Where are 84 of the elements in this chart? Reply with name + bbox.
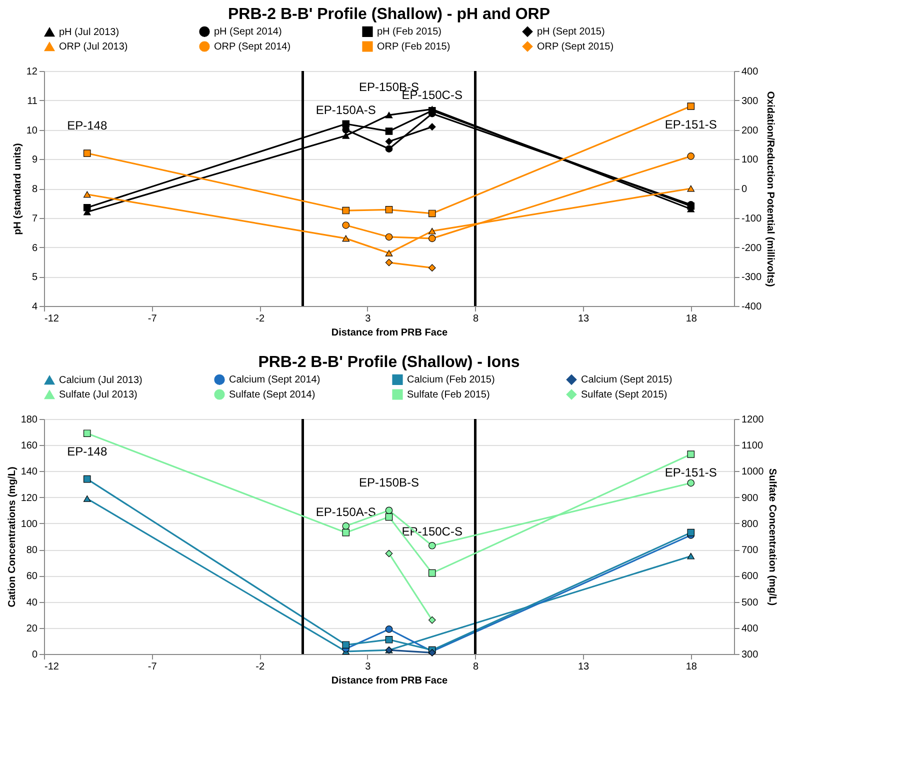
legend-label: Calcium (Jul 2013) <box>59 374 142 386</box>
legend-label: ORP (Sept 2014) <box>214 42 291 52</box>
y-tick-label: 5 <box>32 272 38 284</box>
y-tick-label: 180 <box>20 414 38 426</box>
y-tick-label: 40 <box>26 597 38 608</box>
x-axis-title: Distance from PRB Face <box>331 328 448 338</box>
y-tick-label: 11 <box>27 96 38 107</box>
x-tick-label: -12 <box>44 314 60 324</box>
y2-tick-label: 0 <box>742 184 748 195</box>
annotation: EP-150C-S <box>402 524 462 539</box>
y-axis-title: Cation Concentrations (mg/L) <box>6 466 18 608</box>
chart-title: PRB-2 B-B' Profile (Shallow) - pH and ORP <box>228 6 550 23</box>
x-tick-label: -2 <box>256 314 265 324</box>
x-tick-label: -7 <box>148 662 158 672</box>
y2-axis-title: Sulfate Concentration (mg/L) <box>766 468 778 606</box>
y-tick-label: 120 <box>20 492 38 504</box>
y2-tick-label: 400 <box>742 623 759 634</box>
annotation: EP-148 <box>67 444 108 458</box>
y2-tick-label: 400 <box>742 66 759 78</box>
legend-label: Sulfate (Sept 2015) <box>581 390 668 400</box>
annotation: EP-150A-S <box>316 505 376 520</box>
y-tick-label: 10 <box>26 125 38 136</box>
x-axis-title: Distance from PRB Face <box>331 676 448 686</box>
legend-label: Calcium (Sept 2015) <box>581 374 672 386</box>
y2-tick-label: 900 <box>742 492 759 504</box>
y-axis-title: pH (standard units) <box>12 143 24 235</box>
legend-label: Calcium (Feb 2015) <box>407 374 495 386</box>
y2-tick-label: 1100 <box>742 440 764 452</box>
x-tick-label: 13 <box>578 314 590 324</box>
y2-tick-label: 1000 <box>742 466 764 478</box>
y2-tick-label: -100 <box>742 213 762 224</box>
x-tick-label: 18 <box>686 314 698 324</box>
legend-label: pH (Sept 2014) <box>214 26 282 38</box>
y2-tick-label: 200 <box>742 125 759 136</box>
y2-tick-label: 1200 <box>742 414 764 426</box>
legend-label: Sulfate (Sept 2014) <box>229 390 316 400</box>
y-tick-label: 12 <box>26 66 38 78</box>
x-tick-label: 8 <box>472 314 479 324</box>
y-tick-label: 8 <box>32 184 38 195</box>
legend-label: pH (Feb 2015) <box>377 26 442 38</box>
y2-tick-label: 300 <box>742 650 759 660</box>
annotation: EP-150A-S <box>316 102 376 117</box>
annotation: EP-150B-S <box>358 475 420 490</box>
y2-tick-label: 500 <box>742 597 759 608</box>
y-tick-label: 9 <box>32 154 38 166</box>
y-tick-label: 0 <box>32 650 38 660</box>
y2-tick-label: 600 <box>742 571 759 582</box>
y2-tick-label: -300 <box>742 272 762 284</box>
legend-label: Calcium (Sept 2014) <box>229 374 320 386</box>
y2-tick-label: 700 <box>742 545 759 556</box>
y-tick-label: 7 <box>32 213 38 224</box>
legend-label: ORP (Sept 2015) <box>537 42 614 52</box>
x-tick-label: 8 <box>472 662 479 672</box>
legend-label: Sulfate (Feb 2015) <box>407 390 490 400</box>
annotation: EP-148 <box>67 118 108 132</box>
y2-tick-label: -200 <box>742 242 762 254</box>
x-tick-label: 3 <box>365 314 372 324</box>
y-tick-label: 140 <box>20 466 38 478</box>
legend-label: ORP (Feb 2015) <box>377 42 450 52</box>
chart-title: PRB-2 B-B' Profile (Shallow) - Ions <box>258 354 520 371</box>
y2-tick-label: 300 <box>742 96 759 107</box>
x-tick-label: 18 <box>686 662 698 672</box>
x-tick-label: -12 <box>44 662 60 672</box>
annotation: EP-151-S <box>664 465 717 480</box>
x-tick-label: 13 <box>578 662 590 672</box>
y2-tick-label: -400 <box>742 302 762 312</box>
y2-axis-title: Oxidation/Reduction Potential (millivolts) <box>764 91 776 287</box>
legend-label: pH (Sept 2015) <box>537 26 605 38</box>
annotation: EP-151-S <box>664 117 717 132</box>
y-tick-label: 4 <box>32 302 38 312</box>
x-tick-label: -2 <box>256 662 265 672</box>
y-tick-label: 160 <box>20 440 38 452</box>
x-tick-label: 3 <box>365 662 372 672</box>
y-tick-label: 100 <box>20 518 38 530</box>
legend-label: Sulfate (Jul 2013) <box>59 390 138 400</box>
x-tick-label: -7 <box>148 314 158 324</box>
y2-tick-label: 800 <box>742 518 759 530</box>
legend-label: pH (Jul 2013) <box>59 26 120 38</box>
y-tick-label: 80 <box>26 545 38 556</box>
legend-label: ORP (Jul 2013) <box>59 42 128 52</box>
y-tick-label: 20 <box>26 623 38 634</box>
y2-tick-label: 100 <box>742 154 759 166</box>
y-tick-label: 6 <box>32 242 38 254</box>
y-tick-label: 60 <box>26 571 38 582</box>
